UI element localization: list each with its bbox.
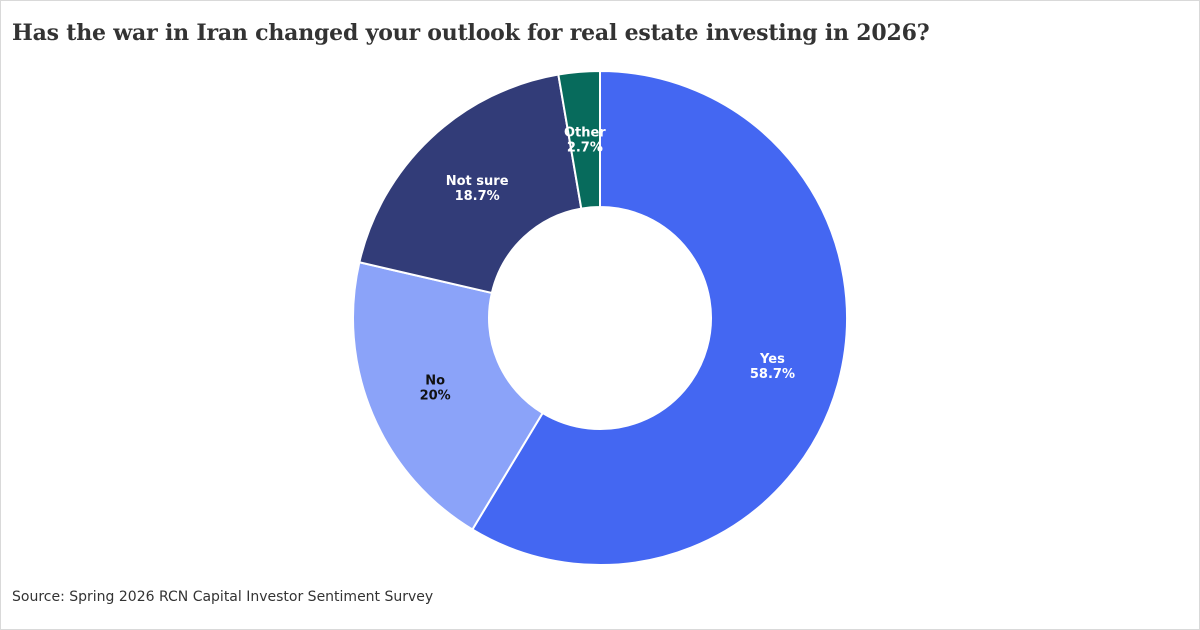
slice-value-no: 20% [420,389,451,404]
slice-name-not-sure: Not sure [446,174,509,189]
slice-name-other: Other [564,126,606,141]
slice-name-no: No [425,374,445,389]
slice-not-sure [358,73,583,294]
slice-value-yes: 58.7% [750,367,795,382]
chart-source: Source: Spring 2026 RCN Capital Investor… [12,589,434,605]
slice-name-yes: Yes [759,352,785,367]
slice-value-not-sure: 18.7% [455,189,500,204]
slice-other [557,70,601,210]
slice-value-other: 2.7% [567,141,603,156]
chart-title: Has the war in Iran changed your outlook… [12,20,930,46]
slice-yes [471,70,848,566]
slice-no [352,261,544,531]
